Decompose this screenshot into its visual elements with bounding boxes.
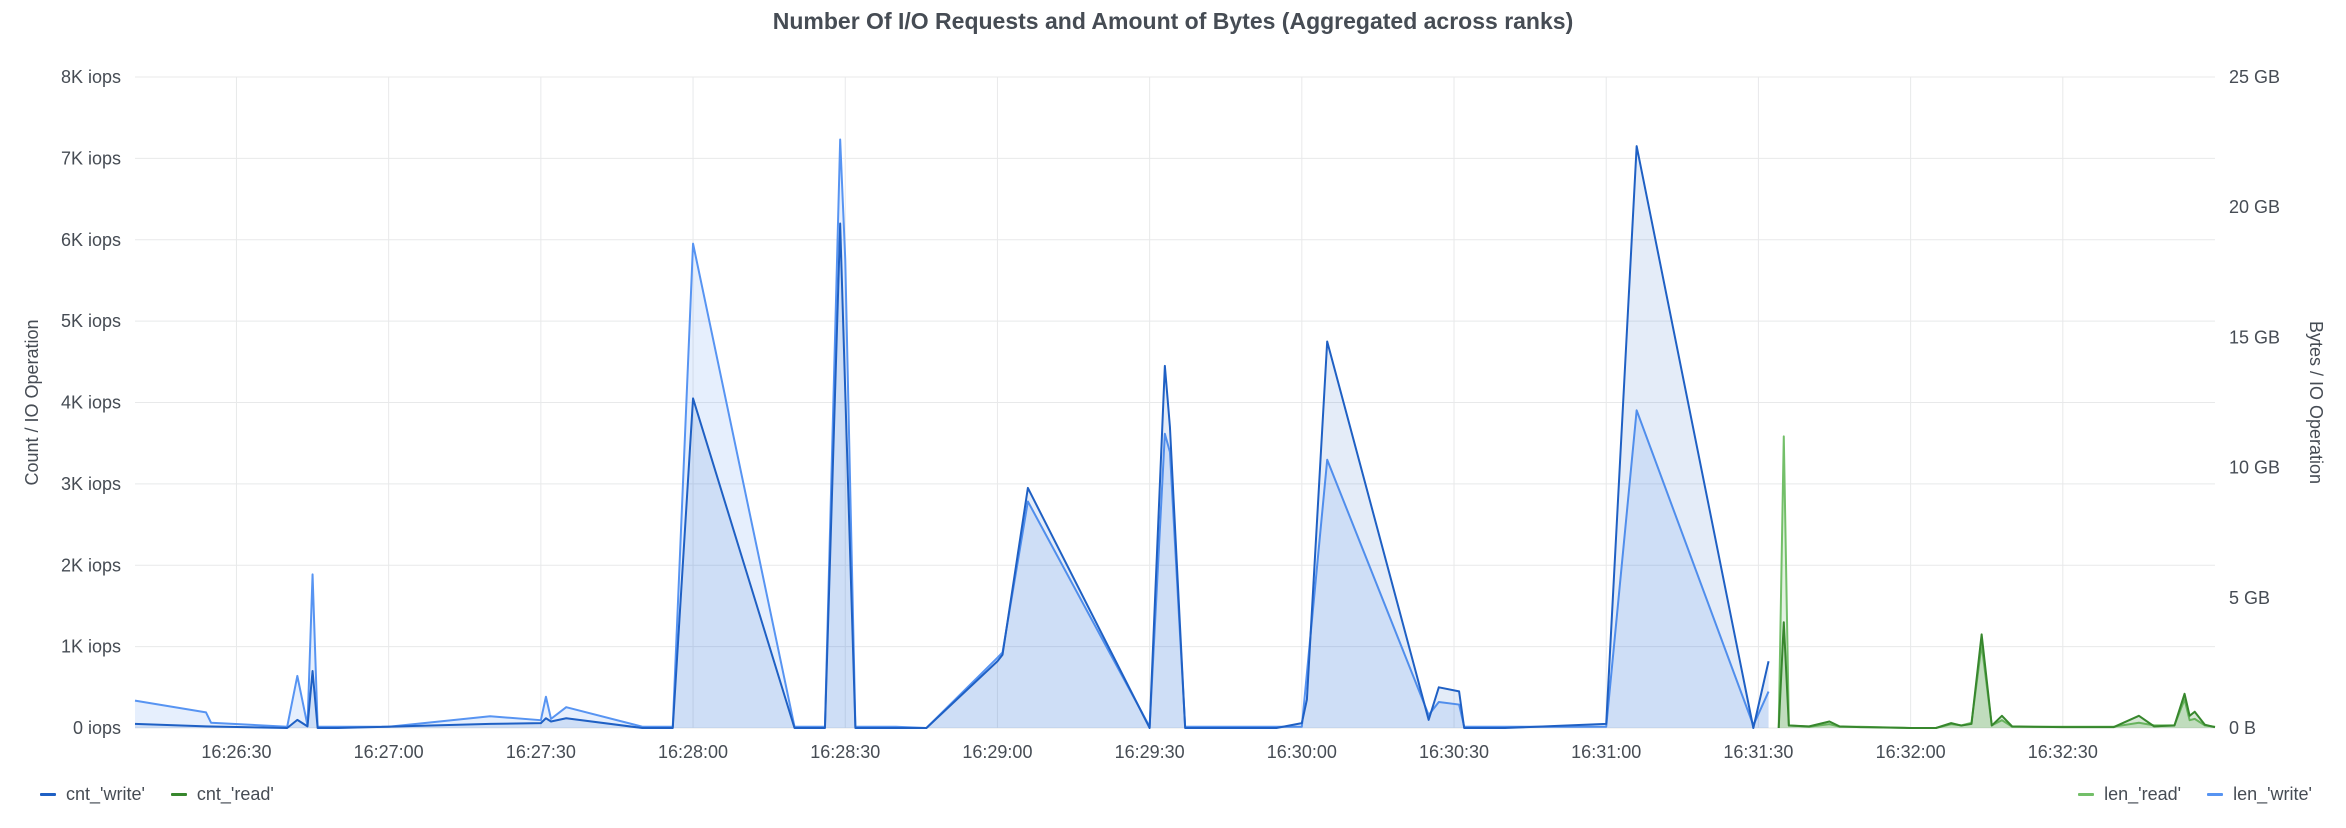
y-left-tick-label: 6K iops	[61, 230, 121, 250]
legend-item-cnt-write[interactable]: cnt_'write'	[40, 784, 145, 805]
y-right-tick-label: 10 GB	[2229, 458, 2280, 478]
y-left-tick-label: 1K iops	[61, 637, 121, 657]
y-left-tick-label: 7K iops	[61, 148, 121, 168]
y-right-tick-label: 5 GB	[2229, 588, 2270, 608]
legend-label-len-read: len_'read'	[2104, 784, 2182, 804]
x-tick-label: 16:30:30	[1419, 742, 1489, 762]
series-area-cnt-read	[1778, 622, 2215, 728]
x-tick-label: 16:29:00	[962, 742, 1032, 762]
legend-swatch-len-write	[2207, 793, 2224, 796]
series-area-len-read	[1778, 436, 2215, 728]
x-tick-label: 16:28:00	[658, 742, 728, 762]
y-left-tick-label: 2K iops	[61, 555, 121, 575]
y-axis-right-title: Bytes / IO Operation	[2306, 321, 2326, 484]
y-left-tick-label: 5K iops	[61, 311, 121, 331]
x-tick-label: 16:26:30	[201, 742, 271, 762]
legend-swatch-cnt-read	[170, 793, 187, 796]
legend-right: len_'read' len_'write'	[2078, 784, 2312, 805]
x-tick-label: 16:28:30	[810, 742, 880, 762]
legend-item-len-write[interactable]: len_'write'	[2207, 784, 2312, 805]
y-right-tick-label: 0 B	[2229, 718, 2256, 738]
legend-swatch-len-read	[2078, 793, 2095, 796]
x-tick-label: 16:27:30	[506, 742, 576, 762]
y-right-tick-label: 25 GB	[2229, 67, 2280, 87]
legend-label-len-write: len_'write'	[2233, 784, 2312, 804]
series-line-len-read	[1777, 435, 2216, 729]
x-tick-label: 16:29:30	[1115, 742, 1185, 762]
legend-item-cnt-read[interactable]: cnt_'read'	[170, 784, 274, 805]
series-line-cnt-read	[1777, 621, 2216, 729]
y-right-tick-label: 15 GB	[2229, 327, 2280, 347]
x-tick-label: 16:31:00	[1571, 742, 1641, 762]
legend-left: cnt_'write' cnt_'read'	[40, 784, 274, 805]
legend-swatch-cnt-write	[40, 793, 56, 796]
x-tick-label: 16:32:00	[1876, 742, 1946, 762]
x-tick-label: 16:32:30	[2028, 742, 2098, 762]
series-area-len-write	[135, 139, 1769, 729]
y-right-tick-label: 20 GB	[2229, 197, 2280, 217]
legend-label-cnt-write: cnt_'write'	[66, 784, 145, 804]
y-left-tick-label: 0 iops	[73, 718, 121, 738]
y-left-tick-label: 8K iops	[61, 67, 121, 87]
series-line-len-write	[134, 138, 1770, 729]
x-tick-label: 16:27:00	[354, 742, 424, 762]
legend-item-len-read[interactable]: len_'read'	[2078, 784, 2181, 805]
series-area-cnt-write	[135, 146, 1769, 728]
chart-title: Number Of I/O Requests and Amount of Byt…	[772, 8, 1574, 34]
y-left-tick-label: 3K iops	[61, 474, 121, 494]
series-line-cnt-write	[134, 145, 1770, 729]
y-axis-left-title: Count / IO Operation	[22, 319, 42, 485]
y-left-tick-label: 4K iops	[61, 393, 121, 413]
x-tick-label: 16:31:30	[1723, 742, 1793, 762]
legend-label-cnt-read: cnt_'read'	[196, 784, 274, 804]
x-tick-label: 16:30:00	[1267, 742, 1337, 762]
